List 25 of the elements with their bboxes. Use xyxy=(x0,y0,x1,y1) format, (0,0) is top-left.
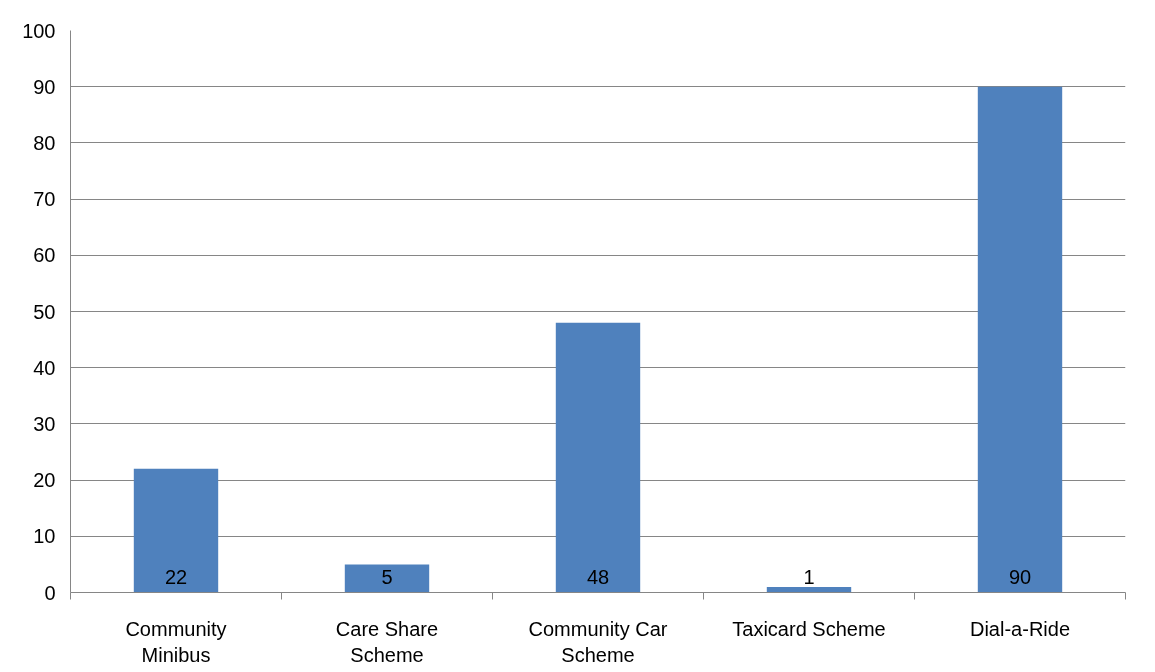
bar xyxy=(344,564,430,593)
bar xyxy=(977,86,1063,593)
y-tick-label: 60 xyxy=(33,244,56,267)
x-tick-label: Care Share Scheme xyxy=(335,617,439,666)
y-tick-label: 70 xyxy=(33,188,56,211)
data-label: 1 xyxy=(803,565,815,588)
bar xyxy=(133,468,219,593)
y-tick-label: 50 xyxy=(33,300,56,323)
y-tick-label: 0 xyxy=(44,581,56,604)
x-tick-label: Community Car Scheme xyxy=(528,617,668,666)
y-tick-label: 40 xyxy=(33,356,56,379)
data-label: 5 xyxy=(381,565,393,588)
x-tick-label: Community Minibus xyxy=(125,617,227,666)
y-tick-label: 20 xyxy=(33,469,56,492)
y-tick-label: 100 xyxy=(22,19,56,42)
data-label: 90 xyxy=(1008,565,1032,588)
y-tick-label: 80 xyxy=(33,131,56,154)
x-tick-label: Taxicard Scheme xyxy=(732,617,886,640)
x-tick-label: Dial-a-Ride xyxy=(969,617,1071,640)
y-tick-label: 90 xyxy=(33,75,56,98)
bar xyxy=(555,322,641,593)
data-label: 22 xyxy=(164,565,188,588)
y-tick-label: 30 xyxy=(33,412,56,435)
y-tick-label: 10 xyxy=(33,525,56,548)
data-label: 48 xyxy=(586,565,610,588)
